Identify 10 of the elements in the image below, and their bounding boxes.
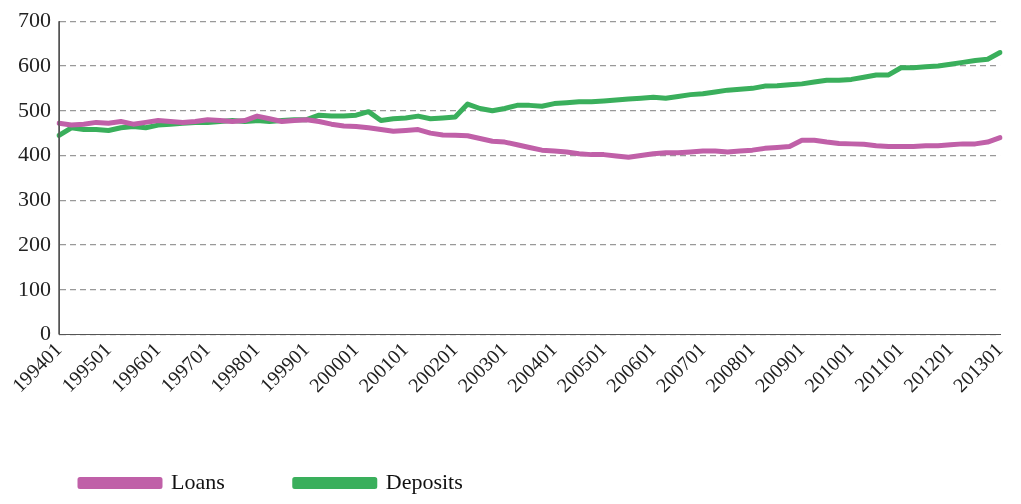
y-tick-label: 400 [18,141,51,167]
y-tick-label: 500 [18,96,51,122]
y-tick-label: 300 [18,186,51,212]
y-tick-label: 200 [18,230,51,256]
legend-label: Deposits [385,468,463,494]
y-tick-label: 100 [18,275,51,301]
y-tick-label: 0 [40,320,51,346]
y-tick-label: 600 [18,51,51,77]
legend-label: Loans [171,468,225,494]
y-tick-label: 700 [18,6,51,32]
